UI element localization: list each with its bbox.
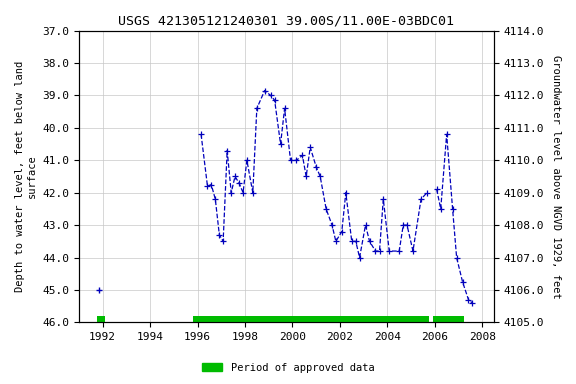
Y-axis label: Groundwater level above NGVD 1929, feet: Groundwater level above NGVD 1929, feet	[551, 55, 561, 298]
Bar	[433, 316, 464, 323]
Bar	[97, 316, 104, 323]
Title: USGS 421305121240301 39.00S/11.00E-03BDC01: USGS 421305121240301 39.00S/11.00E-03BDC…	[119, 15, 454, 28]
Legend: Period of approved data: Period of approved data	[198, 359, 378, 377]
Bar	[194, 316, 429, 323]
Y-axis label: Depth to water level, feet below land
surface: Depth to water level, feet below land su…	[15, 61, 37, 292]
